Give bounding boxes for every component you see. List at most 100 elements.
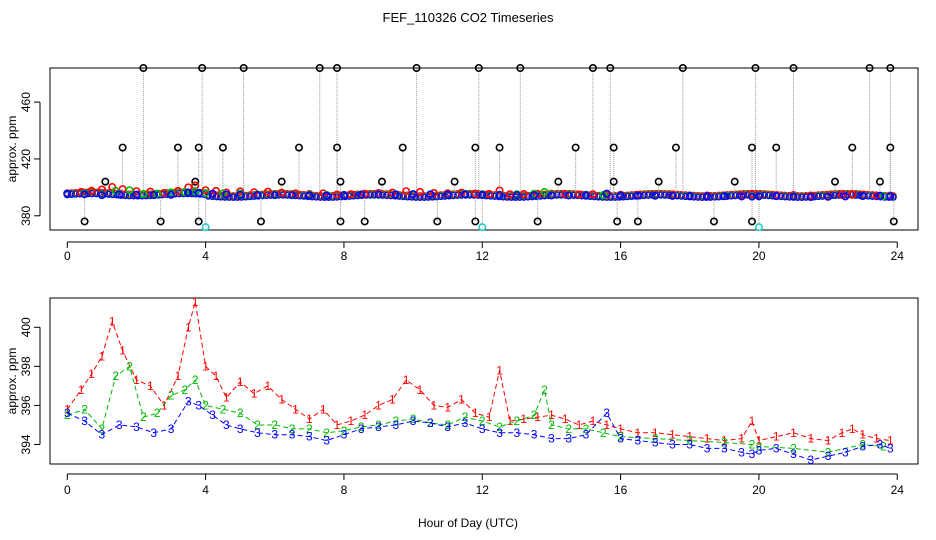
- blue_3-point: 3: [669, 437, 676, 451]
- outlier-point: [495, 186, 504, 195]
- blue_3-point: 3: [842, 445, 849, 459]
- baseline-point-blue: [208, 192, 217, 201]
- outlier-point: [512, 191, 521, 200]
- blue_3-point: 3: [116, 418, 123, 432]
- outlier-point: [139, 64, 148, 73]
- red_1-point: 1: [458, 393, 465, 407]
- x-axis-label: Hour of Day (UTC): [418, 516, 518, 530]
- blue_3-point: 3: [444, 420, 451, 434]
- red_1-point: 1: [109, 314, 116, 328]
- top-panel: approx. ppm 0 4 8 12 16 20 24 380 420 460: [5, 64, 919, 263]
- blue_3-point: 3: [271, 428, 278, 442]
- red_1-point: 1: [507, 414, 514, 428]
- blue_3-point: 3: [237, 422, 244, 436]
- blue_3-point: 3: [565, 432, 572, 446]
- outlier-point: [824, 192, 833, 201]
- bottom-panel-ylabel: approx. ppm: [5, 348, 19, 415]
- red_1-point: 1: [334, 418, 341, 432]
- red_1-point: 1: [534, 410, 541, 424]
- baseline-point-blue: [258, 192, 266, 200]
- outlier-point: [336, 177, 345, 186]
- outlier-point: [516, 64, 525, 73]
- green_2-point: 2: [99, 422, 106, 436]
- baseline-point-blue: [777, 192, 785, 201]
- outlier-point: [201, 186, 210, 195]
- baseline-point-blue: [312, 193, 320, 201]
- green_2-point: 2: [81, 402, 88, 416]
- red_1-point: 1: [749, 414, 756, 428]
- red_1-point: 1: [635, 426, 642, 440]
- green_2-point: 2: [565, 422, 572, 436]
- cyan-point: [754, 223, 763, 232]
- green_2-point: 2: [541, 383, 548, 397]
- outlier-point: [218, 143, 227, 152]
- outlier-point: [336, 217, 345, 226]
- outlier-point: [533, 217, 542, 226]
- outlier-point: [236, 190, 245, 199]
- baseline-point-blue: [814, 192, 823, 201]
- blue_3-point: 3: [859, 439, 866, 453]
- outlier-point: [416, 187, 425, 196]
- baseline-point-blue: [320, 193, 329, 201]
- outlier-point: [654, 177, 663, 186]
- baseline-point-blue: [574, 191, 582, 200]
- outlier-point: [208, 189, 217, 198]
- outlier-point: [450, 177, 459, 186]
- outlier-point: [322, 191, 331, 200]
- red_1-point: 1: [887, 434, 894, 448]
- outlier-point: [772, 143, 781, 152]
- outlier-point: [478, 190, 487, 199]
- outlier-point: [167, 190, 176, 199]
- red_1-point: 1: [686, 430, 693, 444]
- blue_3-point: 3: [738, 445, 745, 459]
- outlier-point: [218, 189, 227, 198]
- baseline-point-blue: [764, 192, 773, 200]
- top-panel-axes: 0 4 8 12 16 20 24 380 420 460: [19, 92, 904, 263]
- cyan-point: [201, 223, 210, 232]
- outlier-point: [671, 143, 680, 152]
- outlier-point: [305, 191, 314, 200]
- outlier-point: [571, 143, 580, 152]
- red_1-point: 1: [548, 408, 555, 422]
- outlier-point: [582, 191, 591, 200]
- outlier-point: [564, 191, 573, 200]
- red_1-point: 1: [185, 320, 192, 334]
- outlier-point: [270, 191, 279, 200]
- baseline-point-blue: [781, 193, 789, 201]
- blue_3-point: 3: [254, 426, 261, 440]
- red_1-point: 1: [721, 434, 728, 448]
- green_2-point: 2: [721, 436, 728, 450]
- outlier-point: [391, 190, 400, 199]
- blue_3-point: 3: [392, 418, 399, 432]
- red_1-point: 1: [738, 432, 745, 446]
- green_2-point: 2: [341, 424, 348, 438]
- outlier-point: [398, 143, 407, 152]
- green_2-point: 2: [202, 398, 209, 412]
- outlier-point: [315, 64, 324, 73]
- red_1-point: 1: [849, 422, 856, 436]
- outlier-point: [789, 64, 798, 73]
- outlier-point: [848, 143, 857, 152]
- outlier-point: [426, 190, 435, 199]
- baseline-point-blue: [785, 193, 794, 201]
- blue_3-point: 3: [721, 441, 728, 455]
- outlier-point: [97, 191, 106, 200]
- baseline-point-blue: [325, 193, 333, 201]
- green_2-point: 2: [306, 422, 313, 436]
- blue_3-point: 3: [704, 441, 711, 455]
- outlier-point: [87, 186, 96, 195]
- green_2-point: 2: [444, 418, 451, 432]
- green_2-point: 2: [531, 408, 538, 422]
- y-tick-label: 394: [19, 434, 33, 454]
- outlier-point: [360, 217, 369, 226]
- green_2-point: 2: [756, 439, 763, 453]
- green_2-point: 2: [825, 445, 832, 459]
- red_1-point: 1: [859, 428, 866, 442]
- outlier-point: [554, 177, 563, 186]
- top-panel-ylabel: approx. ppm: [5, 116, 19, 183]
- blue_3-point: 3: [496, 426, 503, 440]
- red_1-point: 1: [773, 430, 780, 444]
- x-tick-label: 4: [202, 483, 209, 497]
- red_1-point: 1: [790, 426, 797, 440]
